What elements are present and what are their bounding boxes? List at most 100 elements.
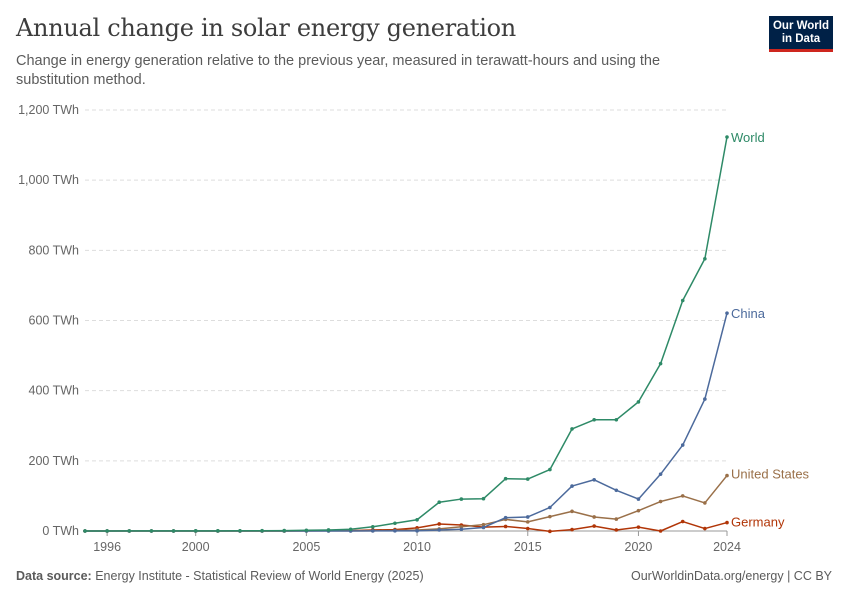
data-point-world [282,528,287,533]
data-point-world [370,524,375,529]
data-point-china [370,529,375,533]
data-point-world [592,417,596,422]
x-tick-label: 2005 [292,540,320,554]
data-point-world [437,500,442,505]
data-point-world [304,528,309,533]
data-point-world [216,529,220,533]
series-line-world [85,136,728,532]
x-tick-label: 2020 [625,540,653,554]
x-tick-label: 2015 [514,540,542,554]
data-point-china [415,529,419,533]
data-point-united-states [592,515,596,519]
data-point-world [570,427,574,431]
data-point-world [348,527,353,532]
data-point-china [592,477,596,482]
data-point-world [459,497,464,501]
data-point-world [703,256,707,261]
x-tick-label: 1996 [93,540,121,554]
data-point-world [636,400,641,404]
series-line-china [85,312,728,532]
logo-line-2: in Data [781,33,821,45]
credit-link[interactable]: OurWorldinData.org/energy | CC BY [630,569,832,583]
series-label-china: China [731,306,766,321]
data-point-china [658,472,663,476]
data-point-world [658,361,663,366]
data-point-world [127,529,132,533]
data-point-united-states [481,522,486,527]
data-point-world [105,529,109,533]
data-point-world [326,528,331,532]
data-point-china [703,397,707,401]
data-point-germany [658,529,663,533]
data-source: Data source: Energy Institute - Statisti… [16,569,424,583]
data-point-germany [525,526,530,531]
series-line-united-states [85,475,728,532]
logo-line-1: Our World [772,20,829,32]
chart-subtitle: Change in energy generation relative to … [16,53,661,88]
data-point-china [570,484,574,488]
data-point-germany [592,524,596,528]
data-point-world [548,467,552,472]
data-point-china [481,525,486,530]
data-point-germany [703,526,707,531]
series-label-united-states: United States [731,467,810,482]
y-tick-label: 200 TWh [29,454,80,468]
data-point-china [503,515,508,520]
data-point-germany [437,522,442,526]
data-point-germany [725,520,729,525]
x-tick-label: 2024 [713,540,741,554]
data-point-germany [680,519,685,524]
owid-logo[interactable]: Our World in Data [769,16,833,52]
data-point-world [171,529,176,533]
data-point-germany [570,527,574,532]
data-point-china [393,529,397,533]
data-point-world [260,528,264,533]
data-point-china [680,443,685,447]
data-point-china [437,528,442,532]
data-point-china [636,497,641,501]
data-point-china [525,515,530,519]
series-label-world: World [731,130,765,145]
data-point-world [415,517,419,522]
data-point-world [481,496,486,501]
chart-title: Annual change in solar energy generation [16,14,516,42]
data-point-world [393,521,397,526]
data-source-label: Data source: [16,569,92,583]
series-label-germany: Germany [731,515,785,530]
data-point-united-states [658,499,663,504]
data-point-germany [503,524,508,529]
data-point-germany [636,525,641,529]
data-point-germany [548,529,552,534]
data-point-world [503,476,508,481]
data-point-world [614,417,619,422]
data-point-united-states [680,494,685,498]
data-point-world [193,529,198,533]
y-tick-label: 1,200 TWh [18,103,79,117]
data-point-world [680,298,685,303]
data-point-germany [614,528,619,532]
data-point-world [238,528,242,533]
data-source-link[interactable]: Energy Institute - Statistical Review of… [95,569,424,583]
y-tick-label: 800 TWh [29,243,80,257]
y-tick-label: 1,000 TWh [18,173,79,187]
data-point-china [548,505,552,510]
data-point-united-states [548,514,552,519]
y-tick-label: 600 TWh [29,314,80,328]
y-tick-label: 0 TWh [42,524,79,538]
x-tick-label: 2000 [182,540,210,554]
data-point-united-states [570,509,574,514]
x-tick-label: 2010 [403,540,431,554]
data-point-united-states [636,508,641,513]
data-point-united-states [703,501,707,505]
data-point-china [614,488,619,493]
data-point-world [725,135,729,139]
y-tick-label: 400 TWh [29,384,80,398]
data-point-united-states [525,520,530,524]
data-point-world [525,477,530,481]
data-point-world [83,529,87,533]
data-point-united-states [614,517,619,521]
data-point-china [725,311,729,315]
data-point-united-states [725,473,729,478]
data-point-china [459,527,464,532]
